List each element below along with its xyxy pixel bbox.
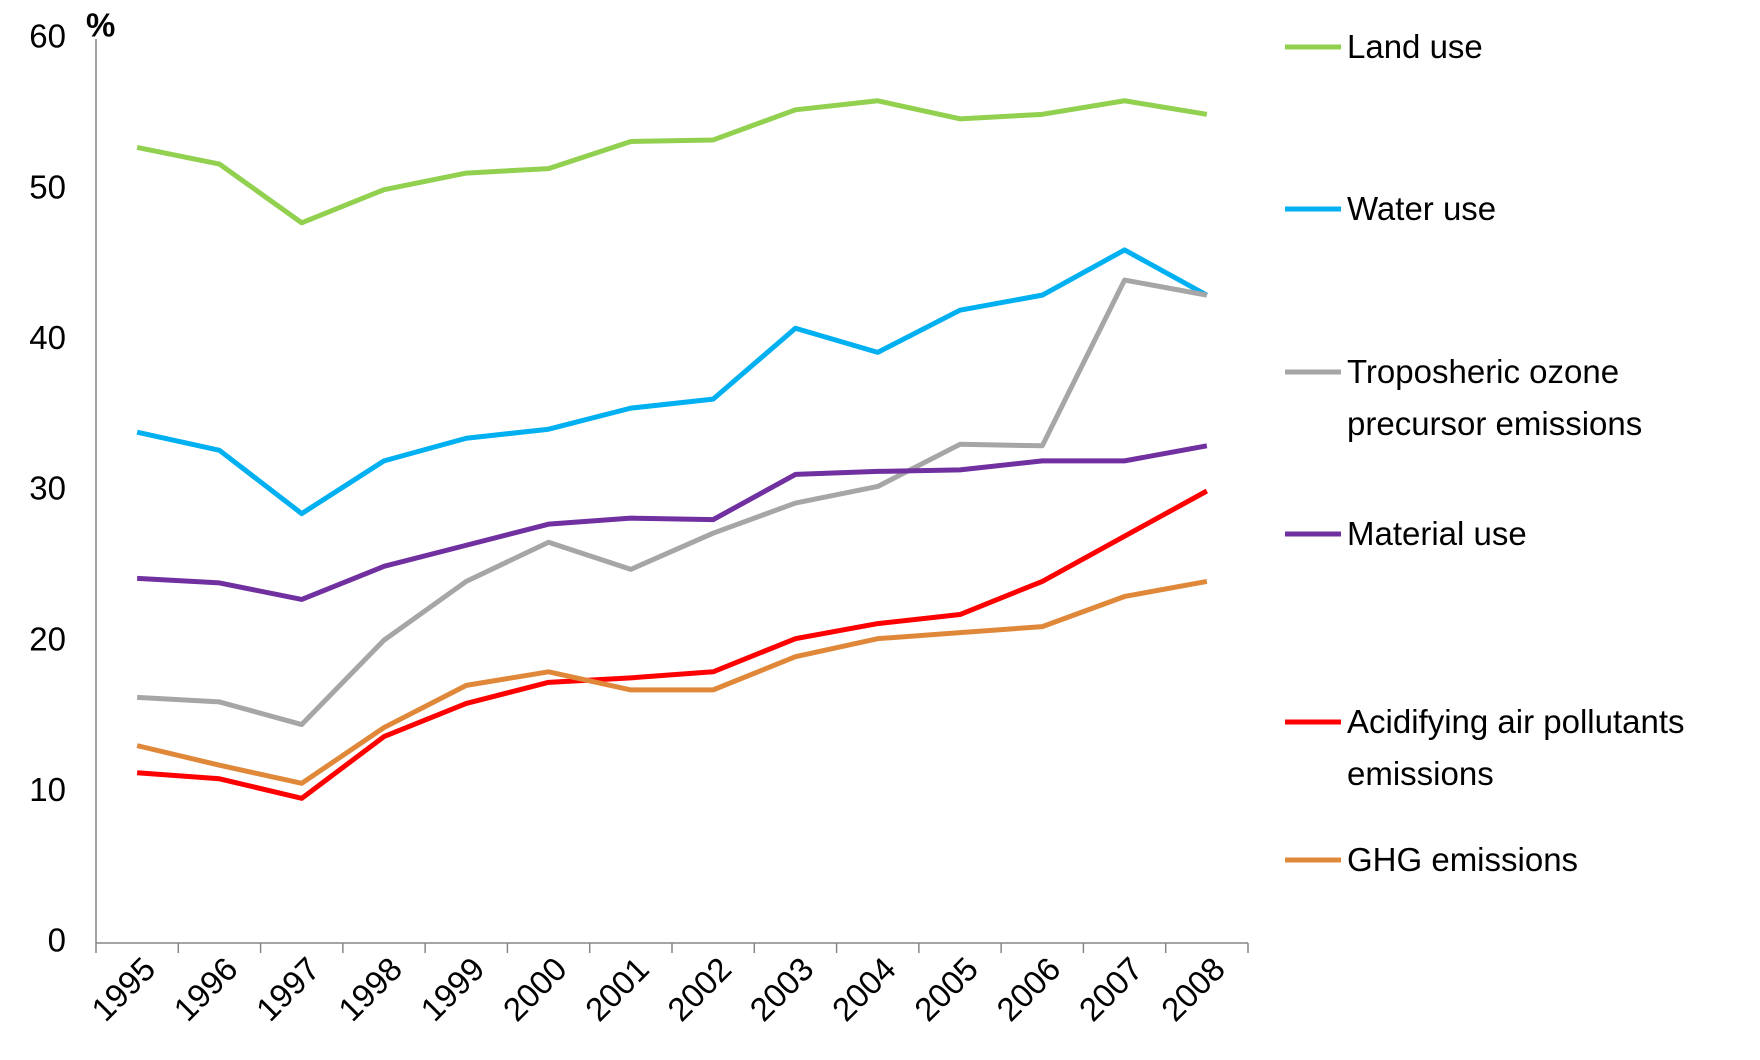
x-tick-label: 2008 bbox=[1154, 950, 1232, 1028]
legend-label: Water use bbox=[1347, 190, 1497, 227]
series-line bbox=[136, 247, 1209, 517]
y-unit-label: % bbox=[86, 7, 115, 44]
x-tick-label: 2002 bbox=[660, 950, 738, 1028]
legend-label: Land use bbox=[1347, 28, 1483, 65]
y-tick-label: 0 bbox=[48, 922, 66, 959]
x-tick-label: 1996 bbox=[166, 950, 244, 1028]
series-line bbox=[137, 443, 1208, 602]
x-tick-label: 2005 bbox=[907, 950, 985, 1028]
series-line bbox=[137, 277, 1208, 728]
legend-label: Troposheric ozone precursor emissions bbox=[1347, 353, 1643, 442]
y-tick-label: 50 bbox=[29, 168, 66, 205]
series-line bbox=[136, 488, 1209, 801]
x-tick-label: 1999 bbox=[413, 950, 491, 1028]
x-tick-label: 2007 bbox=[1072, 950, 1150, 1028]
x-tick-label: 2003 bbox=[742, 950, 820, 1028]
x-tick-label: 1997 bbox=[249, 950, 327, 1028]
x-tick-label: 2006 bbox=[989, 950, 1067, 1028]
legend-label: Material use bbox=[1347, 515, 1527, 552]
legend-label: GHG emissions bbox=[1347, 841, 1579, 878]
y-tick-label: 60 bbox=[29, 18, 66, 55]
series-line bbox=[136, 578, 1208, 786]
x-tick-label: 2000 bbox=[496, 950, 574, 1028]
x-tick-label: 2001 bbox=[578, 950, 656, 1028]
y-tick-label: 30 bbox=[29, 470, 66, 507]
x-tick-label: 2004 bbox=[825, 950, 903, 1028]
x-tick-label: 1998 bbox=[331, 950, 409, 1028]
series-line bbox=[136, 98, 1208, 226]
y-tick-label: 10 bbox=[29, 771, 66, 808]
y-tick-label: 40 bbox=[29, 319, 66, 356]
legend-label: Acidifying air pollutants emissions bbox=[1347, 703, 1685, 792]
x-tick-label: 1995 bbox=[84, 950, 162, 1028]
y-tick-label: 20 bbox=[29, 620, 66, 657]
